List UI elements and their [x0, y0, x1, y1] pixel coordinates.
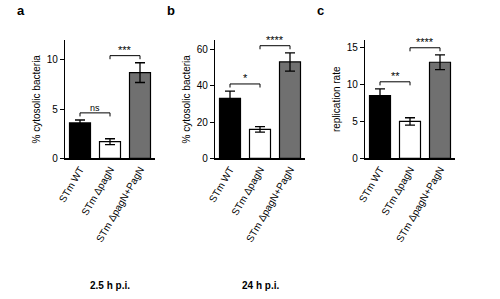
svg-text:c: c — [317, 3, 324, 18]
svg-text:b: b — [167, 3, 175, 18]
svg-text:*: * — [243, 72, 248, 84]
svg-text:0: 0 — [202, 153, 208, 164]
svg-text:***: *** — [118, 44, 132, 56]
svg-text:% cytosolic bacteria: % cytosolic bacteria — [31, 55, 42, 144]
svg-text:15: 15 — [347, 42, 359, 53]
svg-text:0: 0 — [52, 153, 58, 164]
svg-text:% cytosolic bacteria: % cytosolic bacteria — [181, 55, 192, 144]
svg-text:STm ΔpagN+PagN: STm ΔpagN+PagN — [94, 165, 146, 244]
svg-text:STm ΔpagN: STm ΔpagN — [229, 165, 266, 218]
svg-text:24 h p.i.: 24 h p.i. — [242, 280, 279, 291]
svg-text:5: 5 — [52, 104, 58, 115]
svg-text:5: 5 — [352, 116, 358, 127]
svg-text:STm WT: STm WT — [357, 165, 386, 205]
svg-text:10: 10 — [47, 54, 59, 65]
svg-text:replication rate: replication rate — [331, 66, 342, 132]
svg-text:STm WT: STm WT — [207, 165, 236, 205]
svg-text:60: 60 — [197, 44, 209, 55]
svg-text:STm ΔpagN+PagN: STm ΔpagN+PagN — [394, 165, 446, 244]
svg-text:10: 10 — [347, 79, 359, 90]
svg-text:**: ** — [391, 70, 400, 82]
svg-text:20: 20 — [197, 117, 209, 128]
svg-text:STm WT: STm WT — [57, 165, 86, 205]
svg-text:ns: ns — [90, 103, 100, 113]
svg-text:2.5 h p.i.: 2.5 h p.i. — [90, 280, 130, 291]
svg-text:0: 0 — [352, 153, 358, 164]
svg-text:****: **** — [266, 34, 284, 46]
svg-text:STm ΔpagN: STm ΔpagN — [79, 165, 116, 218]
svg-text:40: 40 — [197, 80, 209, 91]
svg-text:a: a — [17, 3, 25, 18]
svg-text:****: **** — [416, 36, 434, 48]
svg-text:STm ΔpagN: STm ΔpagN — [379, 165, 416, 218]
svg-text:STm ΔpagN+PagN: STm ΔpagN+PagN — [244, 165, 296, 244]
